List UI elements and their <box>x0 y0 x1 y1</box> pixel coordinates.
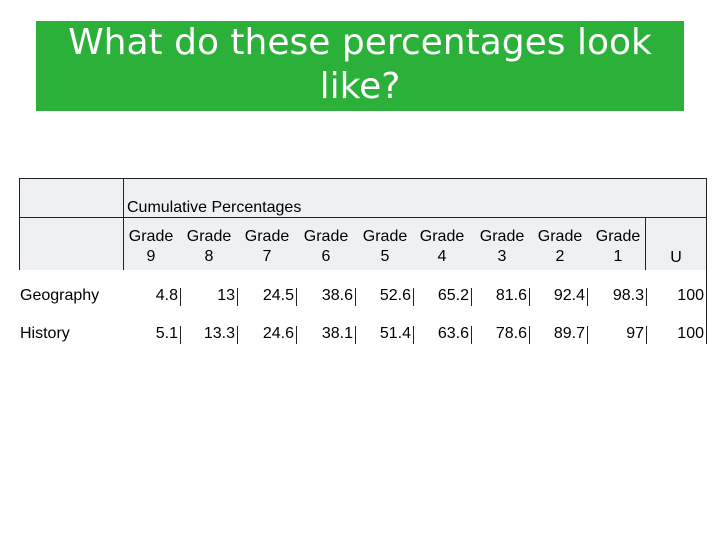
table-cell: 51.4 <box>379 325 411 342</box>
table-cell: 78.6 <box>495 325 527 342</box>
column-header-top: Grade <box>128 228 174 245</box>
column-header-bottom: 3 <box>497 248 507 265</box>
table-cell: 81.6 <box>495 287 527 304</box>
u-header-shade <box>646 218 707 270</box>
table-cell: 63.6 <box>437 325 469 342</box>
table-cell: 65.2 <box>437 287 469 304</box>
cell-divider <box>471 288 472 306</box>
table-cell: 100 <box>677 325 704 342</box>
left-border <box>19 178 20 270</box>
row-label: Geography <box>20 287 100 304</box>
table-cell: 5.1 <box>155 325 178 342</box>
cell-divider <box>180 288 181 306</box>
cell-divider <box>355 288 356 306</box>
cell-divider <box>355 326 356 344</box>
column-header-top: Grade <box>244 228 290 245</box>
column-header-top: Grade <box>479 228 525 245</box>
column-header-top: Grade <box>303 228 349 245</box>
column-header-bottom: 1 <box>613 248 623 265</box>
table-cell: 98.3 <box>612 287 644 304</box>
table-cell: 24.5 <box>262 287 294 304</box>
cell-divider <box>706 288 707 306</box>
caption-divider <box>19 217 707 218</box>
table-top-border <box>19 178 707 179</box>
column-header-bottom: 9 <box>146 248 156 265</box>
cell-divider <box>296 326 297 344</box>
cell-divider <box>471 326 472 344</box>
table-cell: 89.7 <box>553 325 585 342</box>
column-header-top: Grade <box>186 228 232 245</box>
cell-divider <box>180 326 181 344</box>
table-cell: 52.6 <box>379 287 411 304</box>
column-header-top: Grade <box>362 228 408 245</box>
u-column-divider <box>645 218 646 270</box>
table-cell: 97 <box>626 325 644 342</box>
cell-divider <box>296 288 297 306</box>
table-cell: 92.4 <box>553 287 585 304</box>
column-header-bottom: 6 <box>321 248 331 265</box>
table-cell: 38.1 <box>321 325 353 342</box>
column-header-top: Grade <box>537 228 583 245</box>
cell-divider <box>237 288 238 306</box>
column-header-bottom: 5 <box>380 248 390 265</box>
slide-title: What do these percentages look like? <box>68 22 652 107</box>
table-cell: 13 <box>217 287 235 304</box>
cell-divider <box>413 288 414 306</box>
cell-divider <box>646 326 647 344</box>
cell-divider <box>413 326 414 344</box>
cell-divider <box>529 288 530 306</box>
column-header-bottom: 8 <box>204 248 214 265</box>
table-cell: 4.8 <box>155 287 178 304</box>
header-corner-shade <box>20 218 124 270</box>
table-caption: Cumulative Percentages <box>127 199 302 216</box>
cell-divider <box>587 288 588 306</box>
row-label: History <box>20 325 70 342</box>
column-header-u: U <box>670 249 682 266</box>
label-column-divider <box>123 178 124 270</box>
grade-header-shade <box>124 218 646 270</box>
table-cell: 100 <box>677 287 704 304</box>
cell-divider <box>529 326 530 344</box>
table-cell: 38.6 <box>321 287 353 304</box>
table-cell: 13.3 <box>203 325 235 342</box>
column-header-bottom: 7 <box>262 248 272 265</box>
column-header-bottom: 2 <box>555 248 565 265</box>
cell-divider <box>706 326 707 344</box>
cell-divider <box>587 326 588 344</box>
right-border <box>706 178 707 344</box>
column-header-bottom: 4 <box>437 248 447 265</box>
cell-divider <box>646 288 647 306</box>
cell-divider <box>237 326 238 344</box>
column-header-top: Grade <box>419 228 465 245</box>
cumulative-percentages-table: Cumulative Percentages Grade 9 Grade 8 Grade… <box>19 178 707 344</box>
column-header-top: Grade <box>595 228 641 245</box>
caption-row-shade <box>20 179 707 217</box>
table-cell: 24.6 <box>262 325 294 342</box>
title-banner: What do these percentages look like? <box>36 21 684 111</box>
